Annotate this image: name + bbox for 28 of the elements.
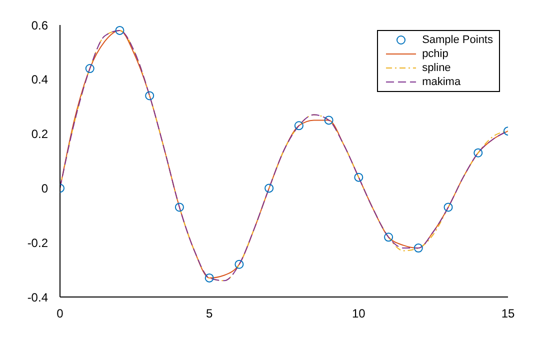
y-tick-label: 0 [41,181,48,196]
y-tick-label: 0.6 [31,18,48,32]
point [174,202,184,212]
point [414,244,423,253]
legend-label: Sample Points [422,34,493,46]
x-tick-label: 0 [56,306,64,321]
y-tick-label: -0.4 [27,290,48,304]
point [115,26,124,35]
y-tick-label: 0.2 [31,127,48,142]
point [444,202,453,212]
point [264,184,274,193]
point [324,116,334,125]
y-tick-label: -0.2 [27,236,48,250]
legend-label: pchip [422,48,448,60]
x-tick-label: 15 [501,306,515,321]
point [204,273,214,282]
point [145,91,154,100]
x-tick-label: 10 [352,306,366,321]
x-tick-label: 5 [206,306,213,321]
legend-label: makima [422,76,461,88]
point [474,148,483,158]
point [354,172,364,182]
point [384,232,394,242]
point [85,64,94,74]
point [294,121,304,130]
point [234,260,244,269]
y-tick-label: 0.4 [31,72,48,87]
legend-label: spline [422,62,451,74]
